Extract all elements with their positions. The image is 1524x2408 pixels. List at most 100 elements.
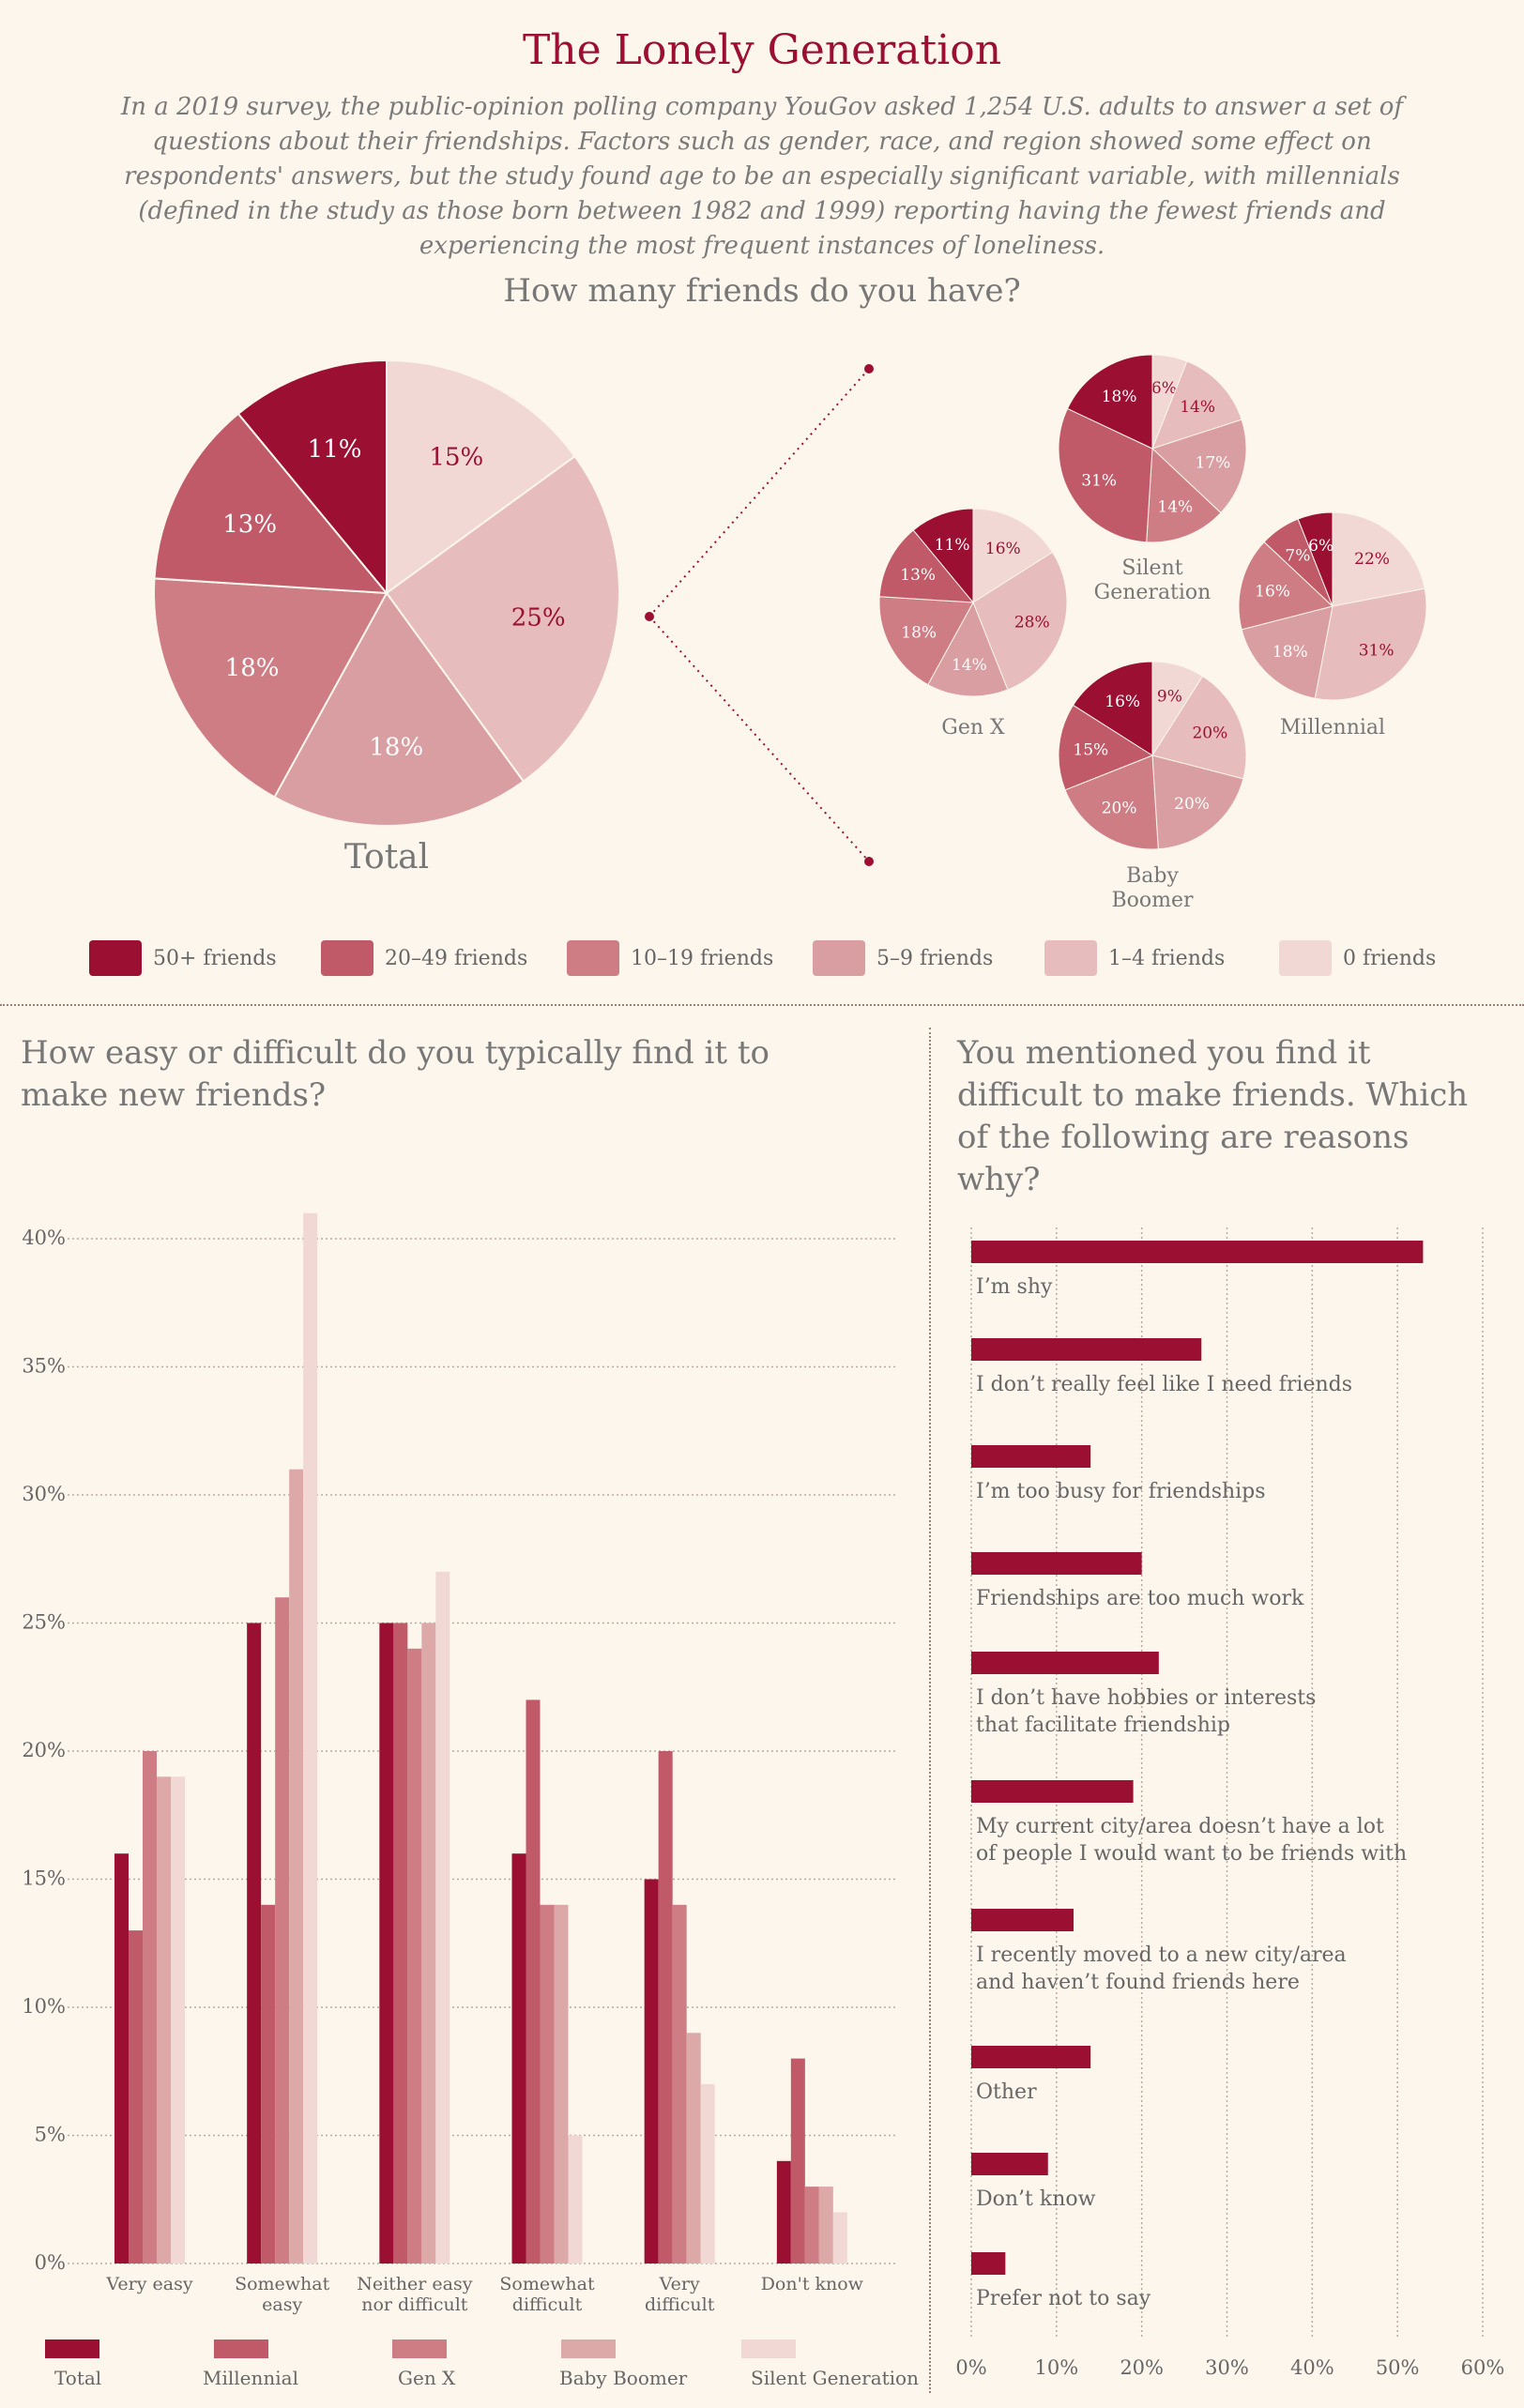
pie-slice — [273, 591, 526, 827]
bar-total — [379, 1623, 394, 2263]
x-tick-label: 0% — [955, 2356, 986, 2379]
pie-name-label: Silent — [1121, 556, 1182, 580]
pie-value-label: 17% — [1196, 453, 1231, 472]
legend-label: 0 friends — [1343, 946, 1437, 970]
bar-gen-x — [672, 1904, 687, 2263]
legend-swatch — [741, 2339, 796, 2358]
pie-slice — [1058, 407, 1153, 543]
y-tick-label: 25% — [22, 1611, 66, 1634]
connector-dot — [864, 364, 874, 373]
x-tick-label: Neither easy — [357, 2274, 473, 2294]
x-tick-label: 40% — [1290, 2356, 1334, 2379]
y-tick-label: 40% — [22, 1227, 66, 1249]
pie-value-label: 15% — [1073, 741, 1108, 760]
reason-bar — [971, 1338, 1202, 1361]
pie-slice — [153, 412, 389, 595]
pie-value-label: 14% — [1157, 497, 1193, 516]
legend-item: 50+ friends — [89, 940, 277, 976]
bar-silent-generation — [832, 2212, 847, 2263]
pie-slice — [1058, 704, 1154, 791]
pie-name-label: Generation — [1094, 581, 1212, 604]
legend-label: Baby Boomer — [559, 2367, 688, 2389]
x-tick-label: 50% — [1376, 2356, 1420, 2379]
x-tick-label: Very — [659, 2274, 700, 2294]
reason-label: I recently moved to a new city/area — [976, 1943, 1347, 1967]
pie-value-label: 15% — [429, 443, 483, 471]
pie-slice — [1238, 541, 1334, 631]
pie-name-label: Millennial — [1280, 716, 1385, 739]
bar-gen-x — [804, 2187, 819, 2263]
pie-slice — [878, 596, 974, 686]
bar-baby-boomer — [289, 1469, 304, 2263]
pie-slice — [972, 508, 1054, 603]
pie-name-label: Baby — [1126, 864, 1179, 888]
reason-label: My current city/area doesn’t have a lot — [976, 1815, 1384, 1838]
pie-slice — [1314, 587, 1427, 701]
pie-value-label: 22% — [1354, 550, 1390, 569]
bar-total — [247, 1623, 262, 2263]
pie-slice — [236, 358, 388, 596]
legend-label: Millennial — [203, 2367, 298, 2389]
bar-total — [511, 1853, 526, 2263]
bar-silent-generation — [700, 2083, 715, 2263]
pie-value-label: 16% — [985, 540, 1021, 558]
pie-slice — [1297, 511, 1334, 607]
legend-swatch — [214, 2339, 268, 2358]
bar-silent-generation — [435, 1571, 450, 2263]
pie-value-label: 6% — [1308, 537, 1334, 556]
legend-label: Gen X — [398, 2367, 456, 2389]
pie-value-label: 31% — [1359, 642, 1394, 661]
y-tick-label: 20% — [22, 1739, 66, 1761]
bar-millennial — [261, 1904, 276, 2263]
bar-silent-generation — [171, 1776, 185, 2263]
reason-label: that facilitate friendship — [976, 1714, 1230, 1737]
legend-item: 10–19 friends — [567, 940, 773, 976]
x-tick-label: 10% — [1034, 2356, 1078, 2379]
y-tick-label: 5% — [35, 2124, 66, 2146]
pie-value-label: 11% — [935, 536, 970, 555]
x-tick-label: difficult — [645, 2294, 715, 2315]
legend-label: 10–19 friends — [631, 946, 774, 970]
x-tick-label: Somewhat — [235, 2274, 330, 2294]
x-tick-label: 20% — [1120, 2356, 1164, 2379]
legend-swatch — [392, 2339, 447, 2358]
x-tick-label: 30% — [1205, 2356, 1249, 2379]
bar-silent-generation — [568, 2135, 583, 2263]
bar-millennial — [129, 1930, 143, 2263]
connector-line — [648, 616, 870, 862]
pie-slice — [1066, 354, 1153, 450]
pie-name-label: Boomer — [1111, 889, 1194, 912]
pie-slice — [1241, 605, 1334, 699]
pie-charts: 15%25%18%18%13%11%Total6%14%17%14%31%18%… — [153, 354, 1427, 912]
x-tick-label: easy — [262, 2294, 302, 2315]
connector-dot — [645, 612, 654, 621]
pie-slice — [912, 508, 974, 604]
page-title: The Lonely Generation — [522, 26, 1002, 74]
pie-value-label: 18% — [901, 624, 937, 643]
reason-label: I’m too busy for friendships — [976, 1480, 1266, 1503]
reasons-bar-chart: 0% 10% 20% 30% 40% 50% 60% I’m shy I don’t reall… — [955, 1227, 1504, 2379]
reason-label: of people I would want to be friends wit… — [976, 1842, 1407, 1866]
pie-connector — [645, 364, 874, 866]
pie-value-label: 18% — [1102, 388, 1137, 406]
bar-millennial — [790, 2058, 805, 2263]
x-tick-label: Very easy — [105, 2274, 192, 2294]
legend-swatch — [321, 940, 373, 976]
pie-total: 15% 25% 18% 18% 13% 11% Total — [153, 358, 620, 876]
pie-value-label: 9% — [1157, 688, 1182, 707]
reason-bar — [971, 1909, 1074, 1931]
reason-bar — [971, 1445, 1091, 1468]
reason-bar — [971, 1780, 1134, 1803]
reason-label: I’m shy — [976, 1275, 1053, 1299]
reason-label: and haven’t found friends here — [976, 1971, 1300, 1994]
pie-value-label: 28% — [1014, 613, 1050, 632]
reason-label: Friendships are too much work — [976, 1587, 1304, 1610]
x-tick-label: Somewhat — [499, 2274, 595, 2294]
pie-slice — [972, 551, 1068, 691]
reason-label: Other — [976, 2080, 1037, 2104]
pie-name-label: Total — [344, 838, 429, 876]
legend-item: 5–9 friends — [813, 940, 993, 976]
y-tick-label: 10% — [22, 1995, 66, 2018]
